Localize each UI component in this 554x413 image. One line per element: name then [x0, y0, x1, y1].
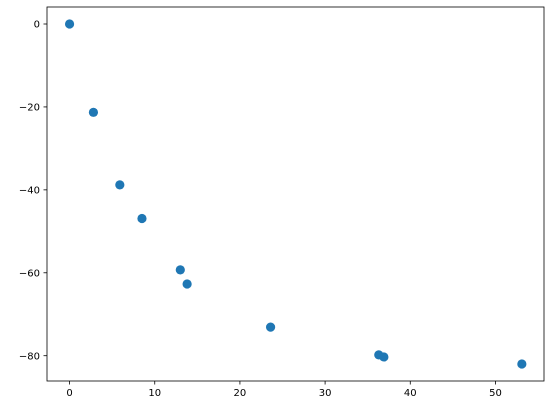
data-point — [137, 213, 147, 224]
data-point — [182, 279, 192, 289]
data-point — [64, 19, 75, 29]
x-tick-label: 40 — [404, 388, 417, 399]
axes-frame — [46, 6, 545, 382]
x-axis: 0 10 20 30 40 50 — [66, 381, 502, 399]
y-tick-label: −80 — [19, 351, 40, 362]
data-point — [265, 322, 276, 332]
data-point — [379, 352, 389, 362]
data-point — [175, 265, 185, 275]
data-point — [115, 180, 125, 190]
y-tick-label: 0 — [34, 20, 40, 31]
x-tick-label: 30 — [319, 388, 332, 399]
x-tick-label: 50 — [489, 388, 502, 399]
x-tick-label: 10 — [148, 388, 161, 399]
data-point — [517, 359, 527, 369]
data-points — [64, 19, 527, 369]
y-tick-label: −40 — [19, 185, 40, 196]
y-axis: 0 −20 −40 −60 −80 — [19, 20, 47, 362]
x-tick-label: 0 — [66, 388, 72, 399]
data-point — [88, 107, 99, 117]
x-tick-label: 20 — [234, 388, 247, 399]
y-tick-label: −20 — [19, 103, 40, 114]
y-tick-label: −60 — [19, 268, 40, 279]
